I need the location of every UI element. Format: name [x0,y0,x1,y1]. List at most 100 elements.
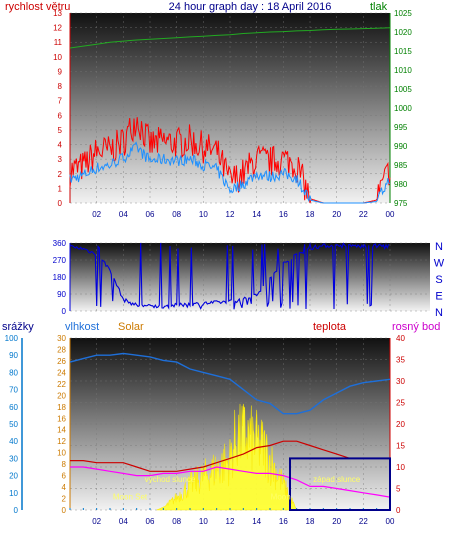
wind-tick-label: 10 [53,53,62,62]
solar-title: Solar [118,321,144,333]
wind-tick-label: 3 [58,155,63,164]
humidity-tick-label: 16 [57,414,66,423]
humidity-tick-label: 24 [57,368,66,377]
rain-tick-label: 30 [9,454,18,463]
rain-tick-label: 60 [9,403,18,412]
x-tick-label: 22 [359,517,368,526]
pressure-axis-ticks: 975 980 985 990 995 1000 1005 1010 1015 1020 1025 [394,9,412,208]
x-tick-label: 14 [252,517,261,526]
pressure-tick-label: 995 [394,123,408,132]
humidity-tick-label: 30 [57,334,66,343]
wind-average-line [69,141,391,204]
sunset-annotation: západ slunce [313,475,361,484]
compass-label: N [435,307,443,319]
x-tick-label: 06 [146,517,155,526]
x-tick-label: 20 [332,517,341,526]
direction-tick-label: 270 [53,256,67,265]
temperature-line [70,440,390,472]
panel-wind-x-ticks: 02 04 06 08 10 12 14 16 18 20 22 00 [92,210,395,219]
pressure-tick-label: 1005 [394,85,412,94]
x-tick-label: 04 [119,517,128,526]
wind-tick-label: 5 [58,126,63,135]
pressure-tick-label: 1020 [394,28,412,37]
humidity-tick-label: 14 [57,426,66,435]
wind-tick-label: 13 [53,9,62,18]
daylight-box [289,457,391,511]
pressure-line [69,27,391,49]
rain-tick-label: 90 [9,351,18,360]
humidity-tick-label: 28 [57,345,66,354]
dew-tick-label: 30 [396,377,405,386]
dew-tick-label: 15 [396,442,405,451]
wind-speed-title: rychlost větru [5,1,70,13]
compass-label: N [435,241,443,253]
direction-tick-label: 360 [53,239,67,248]
rain-tick-label: 80 [9,368,18,377]
x-tick-label: 14 [252,210,261,219]
pressure-tick-label: 985 [394,161,408,170]
panel-humidity-series [69,352,391,511]
wind-direction-line [70,241,390,310]
x-tick-label: 16 [279,210,288,219]
humidity-tick-label: 18 [57,403,66,412]
x-tick-label: 18 [306,517,315,526]
humidity-tick-label: 22 [57,380,66,389]
dew-point-title: rosný bod [392,321,440,333]
wind-tick-label: 1 [58,184,63,193]
humidity-tick-label: 2 [62,495,67,504]
x-tick-label: 18 [306,210,315,219]
sunrise-annotation: východ slunce [145,475,196,484]
compass-label: S [435,274,442,286]
temperature-title: teplota [313,321,347,333]
moonset-annotation: Moon Set [113,492,148,501]
rain-tick-label: 40 [9,437,18,446]
direction-axis-ticks: 0 90 180 270 360 [53,239,67,316]
pressure-tick-label: 1025 [394,9,412,18]
panel-wind-series [69,27,391,204]
x-tick-label: 00 [386,210,395,219]
wind-tick-label: 12 [53,24,62,33]
humidity-tick-label: 12 [57,437,66,446]
compass-label: E [435,291,442,303]
dew-tick-label: 20 [396,420,405,429]
x-tick-label: 10 [199,210,208,219]
rain-tick-label: 100 [5,334,19,343]
x-tick-label: 02 [92,517,101,526]
pressure-tick-label: 975 [394,199,408,208]
wind-tick-label: 8 [58,82,63,91]
x-tick-label: 22 [359,210,368,219]
compass-label: W [434,258,445,270]
direction-tick-label: 0 [62,307,67,316]
rain-title: srážky [2,321,34,333]
chart-title: 24 hour graph day : 18 April 2016 [169,1,332,13]
pressure-title: tlak [370,1,388,13]
humidity-title: vlhkost [65,321,99,333]
x-tick-label: 20 [332,210,341,219]
direction-tick-label: 180 [53,273,67,282]
x-tick-label: 16 [279,517,288,526]
dew-tick-label: 5 [396,485,401,494]
humidity-tick-label: 4 [62,483,67,492]
pressure-tick-label: 980 [394,180,408,189]
moon-annotation: Moon [271,492,291,501]
panel-direction-series [70,241,390,310]
panel-humidity-annotations: východ slunce západ slunce Moon Set Moon [113,457,391,511]
humidity-tick-label: 26 [57,357,66,366]
wind-tick-label: 9 [58,67,63,76]
x-tick-label: 04 [119,210,128,219]
x-tick-label: 02 [92,210,101,219]
humidity-tick-label: 8 [62,460,67,469]
dew-tick-label: 0 [396,506,401,515]
direction-tick-label: 90 [57,290,66,299]
dew-point-line [70,466,391,498]
x-tick-label: 12 [226,517,235,526]
rain-tick-label: 10 [9,489,18,498]
dew-tick-label: 40 [396,334,405,343]
x-tick-label: 00 [386,517,395,526]
wind-tick-label: 0 [58,199,63,208]
x-tick-label: 10 [199,517,208,526]
wind-tick-label: 4 [58,141,63,150]
